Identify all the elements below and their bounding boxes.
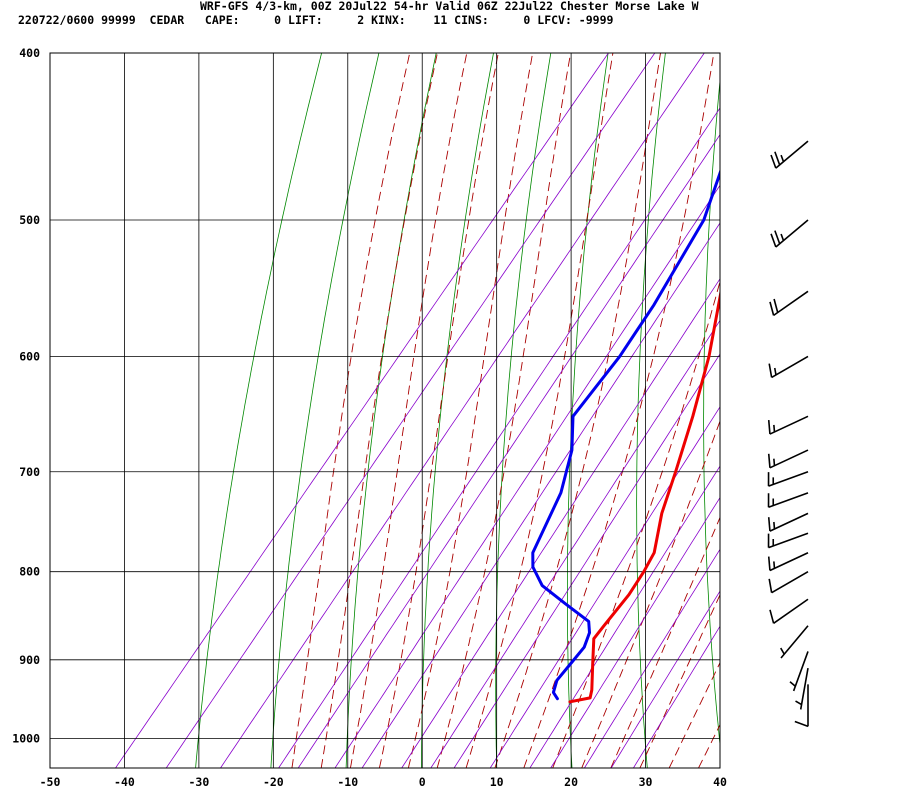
wind-barbs (767, 140, 809, 728)
y-tick-label: 800 (19, 565, 40, 579)
moist-adiabat-line (465, 53, 614, 768)
x-tick-label: 20 (564, 775, 578, 789)
wind-barb (767, 532, 809, 549)
wind-barb (768, 570, 809, 594)
moist-adiabat-line (407, 53, 534, 768)
temperature-trace (568, 288, 720, 704)
x-tick-label: 40 (713, 775, 727, 789)
mixing-ratio-line (610, 590, 720, 768)
moist-adiabat-line (698, 723, 720, 768)
mixing-ratio-line (584, 548, 720, 768)
mixing-ratio-line (453, 353, 720, 768)
wind-barb (770, 140, 809, 169)
wind-barb (768, 355, 809, 379)
moist-adiabat-line (639, 593, 720, 768)
wind-barb (767, 512, 809, 532)
tick-labels: -50 -40 -30 -20 -10 0 10 20 30 40 400 500 600 700 800 9… (12, 46, 727, 789)
wind-barb (767, 471, 809, 487)
dry-adiabat-line (270, 53, 380, 768)
wind-barb (767, 415, 809, 435)
x-tick-label: -40 (114, 775, 135, 789)
wind-barb (767, 552, 809, 572)
dry-adiabat-line (421, 53, 494, 768)
wind-barb (789, 651, 809, 692)
x-tick-label: -30 (188, 775, 209, 789)
y-tick-label: 1000 (12, 732, 40, 746)
wind-barb (795, 667, 809, 710)
y-tick-label: 400 (19, 46, 40, 60)
mixing-ratio-line (401, 278, 720, 768)
moist-adiabat-line (668, 661, 720, 768)
moist-adiabat-line (436, 53, 572, 768)
mixing-ratio-line (529, 465, 720, 768)
mixing-ratio-line (334, 184, 720, 768)
mixing-ratio-line (278, 107, 720, 768)
mixing-ratio-line (220, 53, 705, 768)
moist-adiabat-line (552, 279, 720, 768)
mixing-ratio-line (489, 406, 720, 768)
mixing-ratio-line (165, 53, 656, 768)
plot-frame (49, 52, 721, 769)
wind-barb (767, 492, 809, 508)
moist-adiabat-line (494, 53, 661, 768)
y-tick-label: 600 (19, 349, 40, 363)
mixing-ratio-line (115, 53, 609, 768)
dry-adiabat-line (636, 53, 666, 768)
moist-adiabat-line (610, 516, 720, 768)
moist-adiabat-line (378, 53, 499, 768)
wind-barb (769, 290, 809, 317)
chart-title: WRF-GFS 4/3-km, 00Z 20Jul22 54-hr Valid … (200, 0, 699, 13)
x-tick-label: -50 (40, 775, 61, 789)
moist-adiabat-line (523, 53, 715, 768)
dewpoint-trace (531, 168, 720, 701)
y-tick-label: 500 (19, 213, 40, 227)
sounding-traces (531, 168, 720, 704)
wind-barb (780, 625, 809, 659)
y-tick-label: 700 (19, 465, 40, 479)
wind-barb (770, 219, 809, 248)
chart-subtitle-stats: 220722/0600 99999 CEDAR CAPE: 0 LIFT: 2 … (18, 13, 614, 27)
wind-barb (769, 598, 809, 624)
dry-adiabat-line (495, 53, 552, 768)
x-tick-label: -20 (263, 775, 284, 789)
mixing-ratio-line (361, 222, 720, 768)
grid-lines (49, 52, 721, 768)
mixing-ratio-line (633, 625, 720, 768)
moist-adiabat-line (349, 53, 468, 768)
y-tick-label: 900 (19, 653, 40, 667)
x-tick-label: -10 (337, 775, 358, 789)
dry-adiabat-line (345, 53, 437, 768)
wind-barb (767, 449, 809, 469)
wind-barb (794, 684, 809, 728)
dry-adiabat-line (703, 76, 720, 748)
dry-adiabat-line (831, 53, 873, 768)
mixing-ratio-line (550, 496, 720, 768)
x-tick-label: 30 (639, 775, 653, 789)
mixing-ratio-line (430, 319, 720, 768)
background-lines (115, 53, 900, 768)
moist-adiabat-line (581, 419, 720, 768)
x-tick-label: 10 (490, 775, 504, 789)
moist-adiabat-line (320, 53, 438, 768)
dry-adiabat-line (567, 53, 609, 768)
x-tick-label: 0 (419, 775, 426, 789)
mixing-ratio-line (297, 133, 720, 768)
dry-adiabat-line (892, 53, 900, 768)
dry-adiabat-line (195, 53, 322, 768)
